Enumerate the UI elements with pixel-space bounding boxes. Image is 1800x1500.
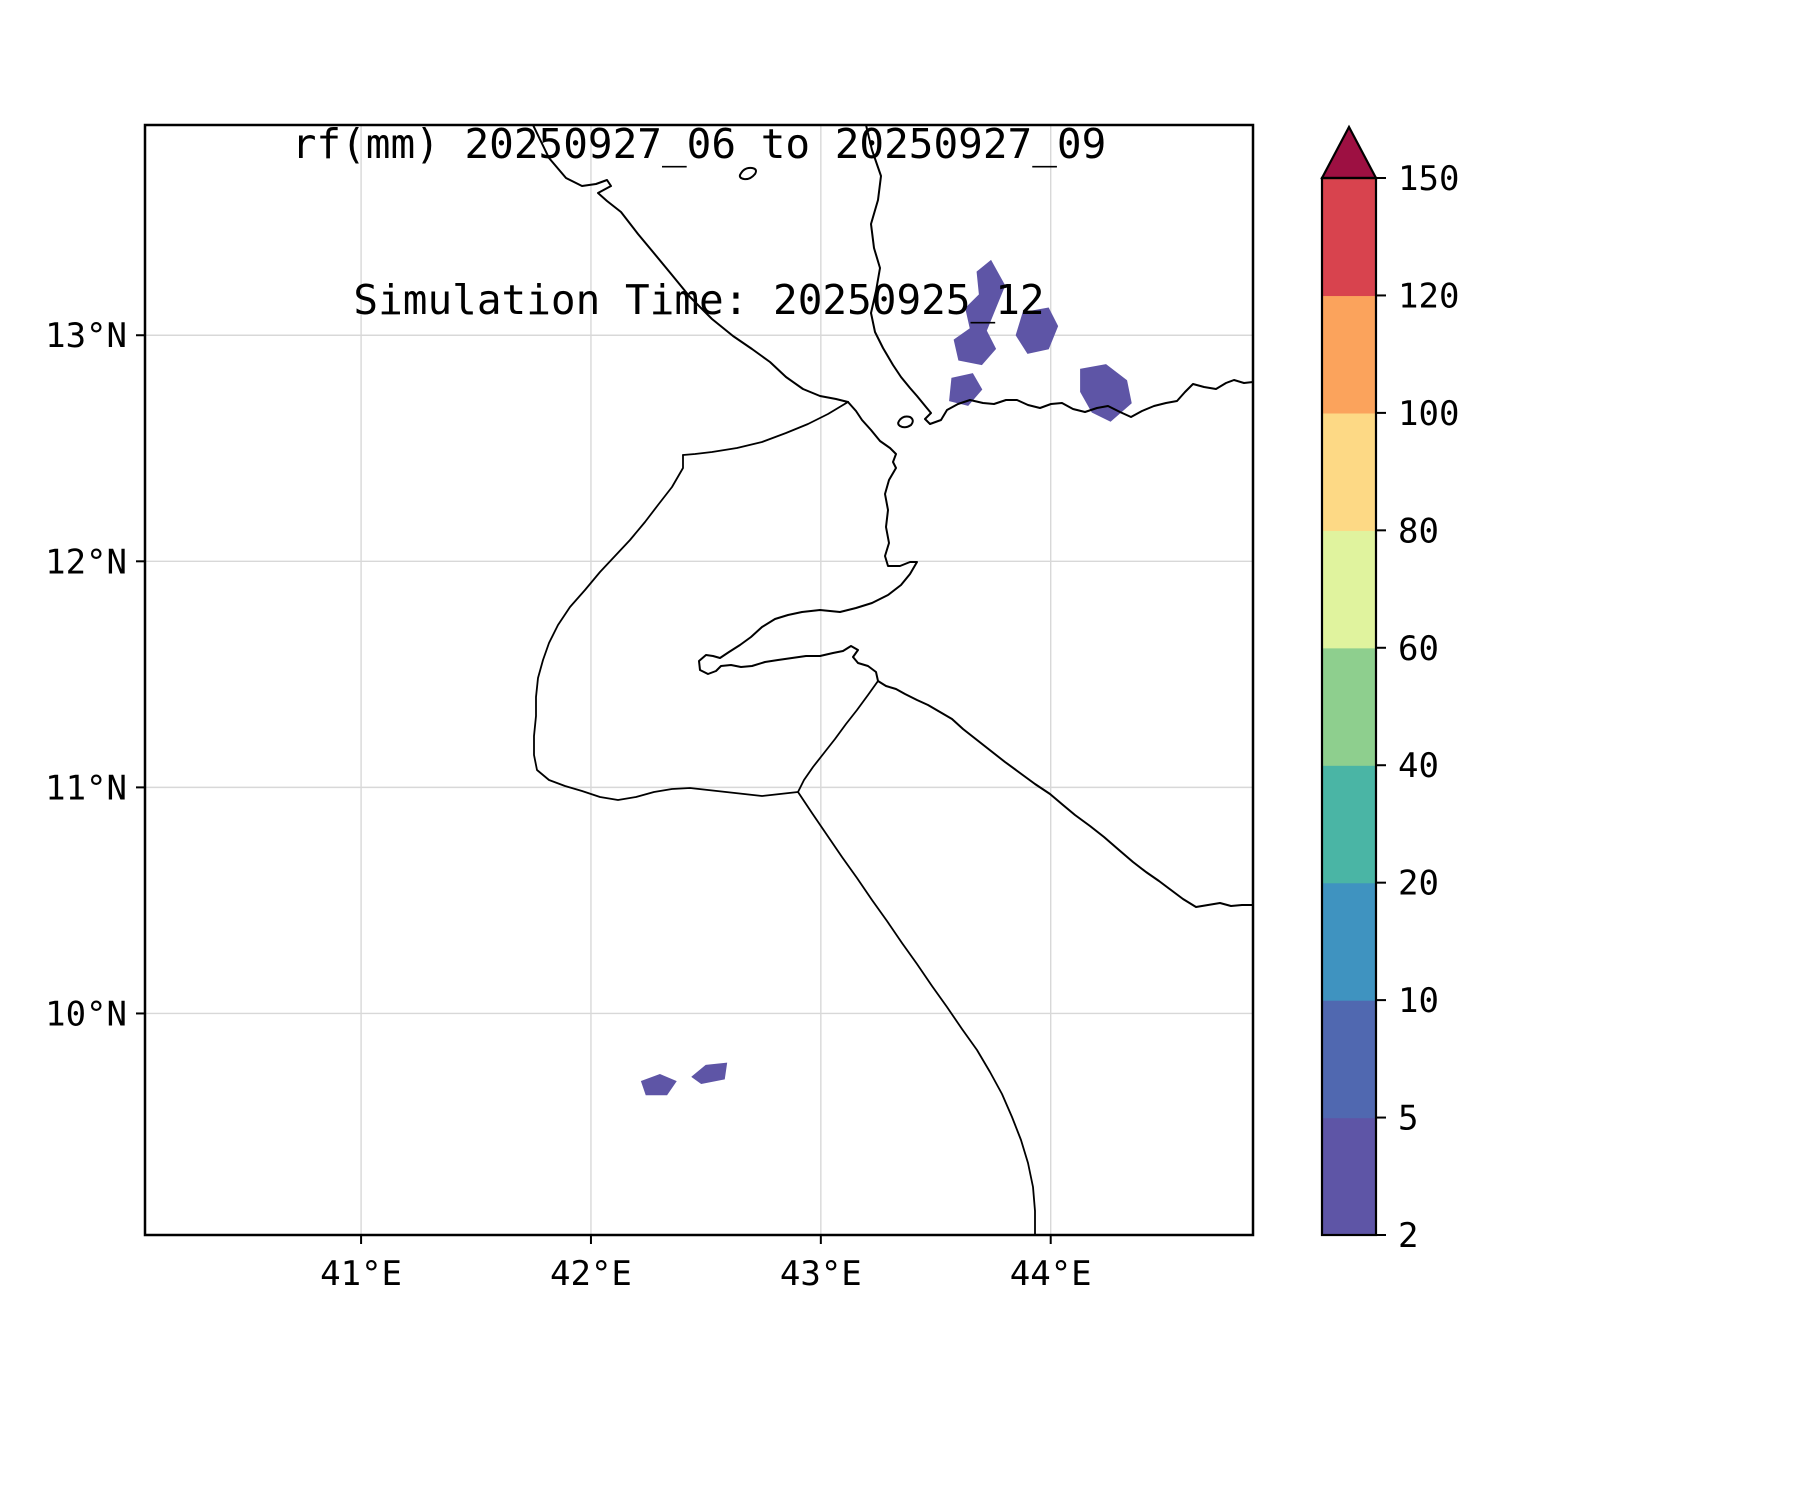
colorbar-frame xyxy=(1320,176,1378,1237)
colorbar-tick-label: 100 xyxy=(1398,394,1459,434)
axis-tick-labels: 41°E 42°E 43°E 44°E 10°N 11°N 12°N 13°N xyxy=(45,316,1092,1294)
colorbar-segment xyxy=(1322,412,1376,531)
border-ethiopia-somaliland xyxy=(797,791,1036,1235)
colorbar-segment xyxy=(1322,882,1376,1001)
border-djibouti-ethiopia xyxy=(533,454,799,801)
colorbar-tick-label: 5 xyxy=(1398,1099,1418,1139)
colorbar-segment xyxy=(1322,765,1376,884)
colorbar-segment xyxy=(1322,647,1376,766)
island-hanish xyxy=(738,166,757,181)
rain-cell xyxy=(949,373,983,406)
coastlines xyxy=(532,125,1253,1235)
colorbar-tick-label: 40 xyxy=(1398,746,1439,786)
colorbar-tick-label: 80 xyxy=(1398,511,1439,551)
rainfall-patches xyxy=(640,259,1132,1096)
coastline-yemen-red-sea-and-aden xyxy=(865,125,1253,425)
x-tick-label: 43°E xyxy=(780,1254,862,1294)
gridlines xyxy=(145,125,1253,1235)
coastline-djibouti-somaliland xyxy=(698,401,1253,908)
x-tick-label: 44°E xyxy=(1010,1254,1092,1294)
colorbar-tick-label: 2 xyxy=(1398,1216,1418,1256)
colorbar-segment xyxy=(1322,295,1376,414)
rain-cell xyxy=(640,1073,677,1096)
colorbar-tick-label: 150 xyxy=(1398,159,1459,199)
y-tick-label: 10°N xyxy=(45,994,127,1034)
title-line-2: Simulation Time: 20250925_12 xyxy=(353,276,1045,324)
title-line-1: rf(mm) 20250927_06 to 20250927_09 xyxy=(291,120,1107,168)
x-tick-label: 41°E xyxy=(320,1254,402,1294)
figure-title: rf(mm) 20250927_06 to 20250927_09 Simula… xyxy=(145,14,1253,430)
border-eritrea-djibouti xyxy=(682,401,849,456)
rain-cell xyxy=(1015,307,1059,354)
colorbar-tick-label: 60 xyxy=(1398,629,1439,669)
x-tick-label: 42°E xyxy=(550,1254,632,1294)
colorbar-segment xyxy=(1322,530,1376,649)
colorbar-extend-arrow xyxy=(1320,124,1378,180)
coastline-red-sea-west-eritrea xyxy=(532,125,849,403)
colorbar-segment xyxy=(1322,1117,1376,1236)
colorbar-tick-label: 120 xyxy=(1398,276,1459,316)
y-tick-label: 12°N xyxy=(45,542,127,582)
y-tick-label: 13°N xyxy=(45,316,127,356)
colorbar-segment xyxy=(1322,1000,1376,1119)
rain-cell xyxy=(953,259,1006,366)
colorbar-segment xyxy=(1322,178,1376,297)
y-tick-label: 11°N xyxy=(45,768,127,808)
colorbar: 2 5 10 20 40 60 80 100 120 150 xyxy=(1320,124,1459,1256)
colorbar-tick-label: 10 xyxy=(1398,981,1439,1021)
rain-cell xyxy=(691,1062,728,1085)
plot-frame xyxy=(143,123,1255,1237)
colorbar-tick-label: 20 xyxy=(1398,864,1439,904)
axis-ticks xyxy=(136,334,1052,1244)
border-djibouti-somaliland xyxy=(797,680,879,793)
island-perim xyxy=(897,415,914,429)
